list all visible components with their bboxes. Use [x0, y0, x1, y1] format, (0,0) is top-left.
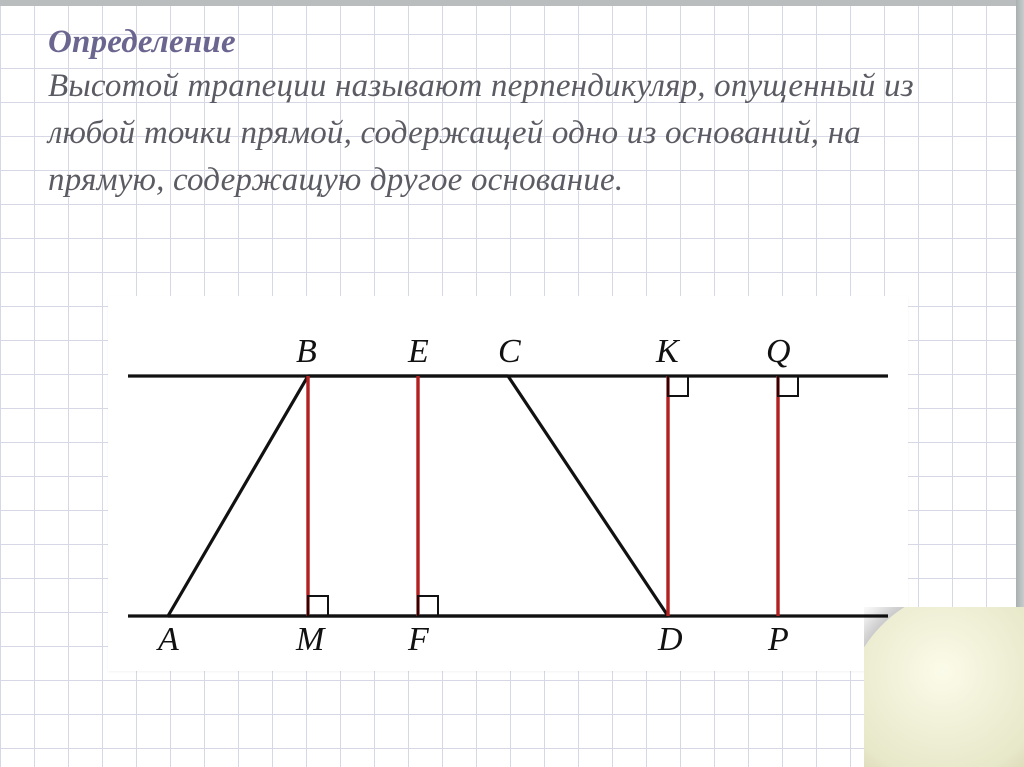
definition-title: Определение: [48, 24, 984, 61]
svg-text:Q: Q: [766, 333, 791, 370]
svg-text:M: M: [295, 621, 326, 658]
svg-text:E: E: [407, 333, 429, 370]
svg-text:A: A: [156, 621, 179, 658]
definition-body: Высотой трапеции называют перпендикуляр,…: [48, 63, 984, 204]
trapezoid-diagram: A M F D P B E C K Q: [108, 296, 908, 671]
svg-text:K: K: [655, 333, 681, 370]
page-curl: [864, 607, 1024, 767]
svg-text:C: C: [498, 333, 521, 370]
page: Определение Высотой трапеции называют пе…: [0, 0, 1024, 767]
svg-text:P: P: [767, 621, 789, 658]
top-edge-shadow: [0, 0, 1024, 6]
svg-text:D: D: [657, 621, 683, 658]
geometry-figure: A M F D P B E C K Q: [108, 296, 908, 671]
svg-text:F: F: [407, 621, 430, 658]
svg-text:B: B: [296, 333, 317, 370]
definition-block: Определение Высотой трапеции называют пе…: [48, 24, 984, 204]
